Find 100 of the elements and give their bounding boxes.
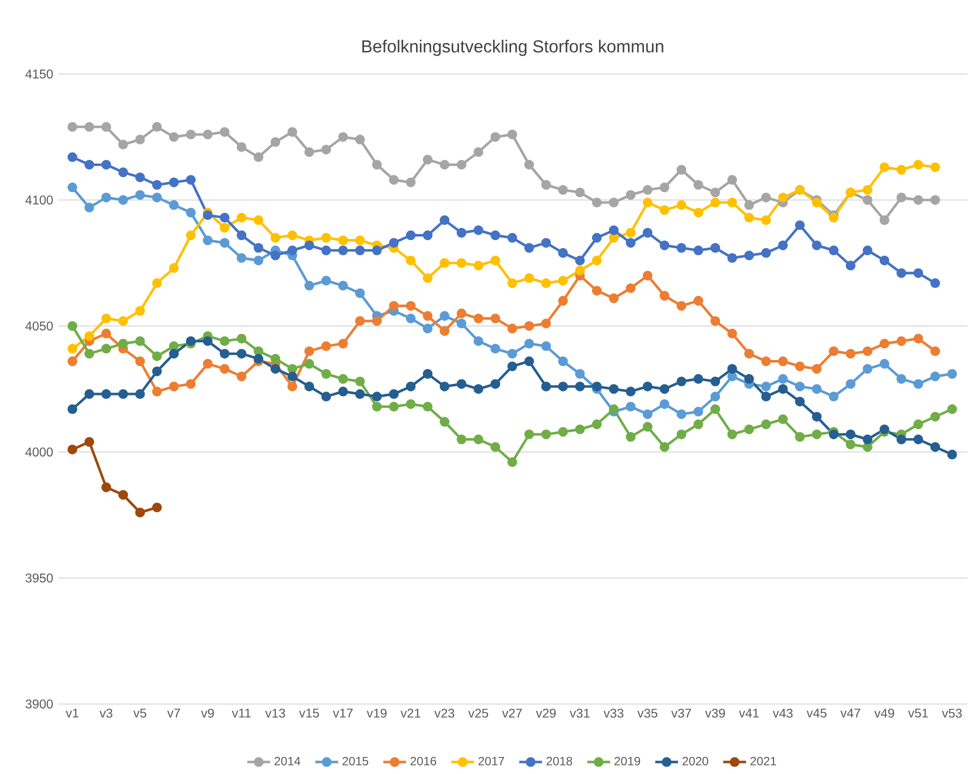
point — [186, 174, 196, 185]
point — [406, 314, 416, 324]
point — [812, 240, 822, 250]
point — [693, 246, 704, 256]
point — [896, 374, 906, 384]
point — [456, 379, 466, 389]
point — [202, 210, 213, 220]
point — [388, 300, 399, 311]
point — [135, 190, 145, 200]
y-tick-label: 4050 — [25, 322, 53, 330]
point — [474, 336, 484, 346]
point — [507, 457, 518, 467]
point — [422, 402, 433, 412]
x-tick-label: v3 — [100, 708, 112, 718]
point — [422, 154, 433, 165]
point — [220, 222, 230, 233]
point — [930, 195, 940, 205]
point — [490, 256, 500, 266]
point — [558, 356, 568, 366]
point — [558, 248, 568, 258]
point — [152, 122, 162, 132]
point — [270, 354, 280, 364]
x-tick-label: v25 — [468, 708, 488, 718]
point — [880, 358, 890, 369]
point — [846, 429, 856, 440]
point — [254, 354, 264, 364]
point — [220, 348, 230, 359]
x-tick-label: v17 — [332, 708, 353, 718]
x-tick-label: v5 — [133, 708, 146, 718]
point — [202, 235, 213, 246]
point — [710, 376, 720, 386]
point — [236, 334, 246, 344]
point — [321, 392, 332, 402]
legend-label: 2014 — [274, 756, 300, 766]
point — [794, 432, 805, 442]
point — [355, 246, 365, 256]
point — [152, 366, 162, 376]
point — [660, 442, 670, 452]
point — [693, 180, 704, 190]
point — [558, 426, 568, 437]
point — [626, 190, 636, 200]
point — [422, 324, 433, 334]
point — [440, 382, 450, 392]
x-tick-label: v41 — [738, 708, 759, 718]
x-tick-label: v13 — [265, 708, 286, 718]
point — [812, 384, 822, 394]
point — [355, 389, 365, 399]
point — [270, 364, 280, 374]
point — [355, 316, 365, 326]
point — [422, 273, 433, 283]
point — [135, 134, 145, 144]
point — [440, 326, 450, 336]
point — [761, 356, 771, 366]
point — [321, 144, 332, 154]
x-tick-label: v27 — [502, 708, 522, 718]
point — [254, 256, 264, 266]
legend-label: 2019 — [614, 756, 640, 766]
point — [862, 364, 872, 374]
point — [338, 338, 348, 349]
point — [254, 215, 264, 226]
point — [355, 134, 365, 144]
point — [304, 280, 314, 291]
point — [880, 338, 890, 349]
point — [913, 160, 924, 170]
point — [913, 419, 924, 430]
point — [744, 374, 754, 384]
point — [84, 389, 94, 399]
point — [118, 140, 128, 150]
x-tick-label: v33 — [604, 708, 624, 718]
point — [778, 384, 788, 394]
point — [186, 336, 196, 346]
y-tick-label: 4000 — [25, 448, 53, 456]
point — [321, 232, 332, 243]
legend-label: 2018 — [546, 756, 572, 766]
point — [660, 290, 670, 301]
point — [676, 200, 686, 210]
point — [880, 215, 890, 226]
point — [744, 212, 754, 223]
x-tick-label: v7 — [167, 708, 180, 718]
point — [710, 198, 720, 208]
point — [778, 240, 788, 250]
point — [676, 409, 686, 420]
point — [152, 278, 162, 288]
point — [254, 152, 264, 162]
point — [947, 369, 957, 379]
point — [254, 346, 264, 356]
point — [660, 205, 670, 215]
point — [575, 256, 585, 266]
point — [913, 434, 924, 444]
point — [135, 306, 145, 316]
point — [287, 372, 298, 382]
point — [372, 160, 382, 170]
point — [101, 160, 112, 170]
point — [169, 200, 179, 210]
point — [152, 502, 162, 512]
x-tick-label: v51 — [908, 708, 928, 718]
point — [388, 402, 399, 412]
point — [406, 230, 416, 240]
point — [220, 336, 230, 346]
point — [642, 422, 652, 432]
